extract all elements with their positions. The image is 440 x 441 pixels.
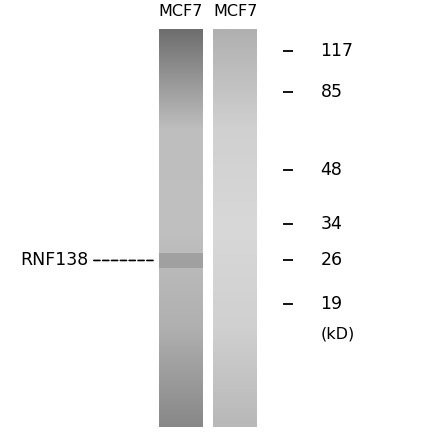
Text: 117: 117 [321, 42, 354, 60]
Bar [159, 253, 202, 268]
Text: RNF138: RNF138 [21, 251, 89, 269]
Text: 19: 19 [321, 295, 343, 313]
Text: 85: 85 [321, 83, 343, 101]
Text: MCF7: MCF7 [213, 4, 257, 19]
Text: 48: 48 [321, 161, 342, 179]
Text: MCF7: MCF7 [158, 4, 203, 19]
Text: 26: 26 [321, 251, 343, 269]
Text: 34: 34 [321, 215, 342, 233]
Text: (kD): (kD) [321, 326, 355, 341]
